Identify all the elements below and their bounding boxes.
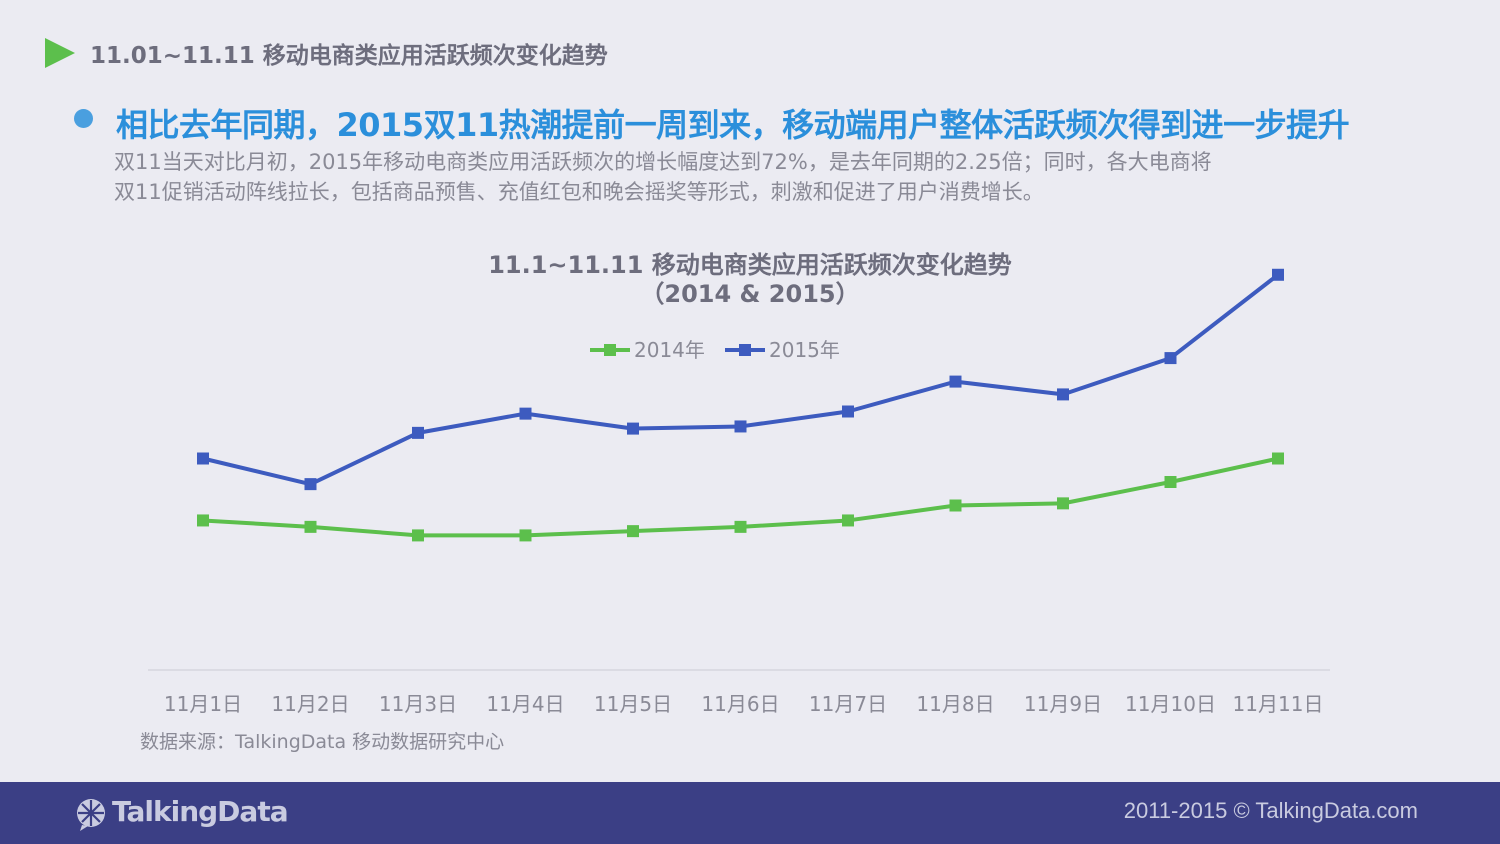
data-point: [304, 520, 317, 533]
footer: TalkingData 2011-2015 © TalkingData.com: [0, 782, 1500, 844]
data-point: [1164, 352, 1177, 365]
headline: 相比去年同期，2015双11热潮提前一周到来，移动端用户整体活跃频次得到进一步提…: [116, 106, 1350, 144]
chart-legend: 2014年 2015年: [590, 338, 840, 362]
description-line-2: 双11促销活动阵线拉长，包括商品预售、充值红包和晚会摇奖等形式，刺激和促进了用户…: [114, 180, 1044, 204]
legend-marker: [604, 344, 616, 356]
bullet-icon: [74, 109, 93, 128]
legend-label: 2015年: [769, 338, 840, 362]
data-point: [412, 426, 424, 439]
description: 双11当天对比月初，2015年移动电商类应用活跃频次的增长幅度达到72%，是去年…: [114, 147, 1414, 207]
x-axis-ticks: 11月1日 11月2日 11月3日 11月4日 11月5日 11月6日 11月7日 11月8日…: [164, 692, 1324, 716]
x-tick-label: 11月4日: [486, 692, 564, 716]
header-arrow-icon: [45, 38, 75, 68]
data-point: [734, 420, 747, 433]
x-tick-label: 11月7日: [809, 692, 887, 716]
x-tick-label: 11月10日: [1125, 692, 1216, 716]
description-line-1: 双11当天对比月初，2015年移动电商类应用活跃频次的增长幅度达到72%，是去年…: [114, 150, 1212, 174]
x-tick-label: 11月1日: [164, 692, 242, 716]
x-tick-label: 11月11日: [1233, 692, 1324, 716]
data-point: [197, 514, 209, 527]
data-point: [1057, 388, 1069, 401]
data-point: [627, 525, 639, 538]
data-point: [197, 452, 209, 465]
data-point: [949, 499, 962, 512]
data-point: [519, 529, 532, 542]
data-point: [1272, 268, 1284, 281]
x-tick-label: 11月5日: [594, 692, 672, 716]
legend-label: 2014年: [634, 338, 705, 362]
x-tick-label: 11月9日: [1024, 692, 1102, 716]
data-point: [734, 520, 747, 533]
data-point: [842, 514, 854, 527]
x-tick-label: 11月8日: [916, 692, 994, 716]
data-point: [304, 478, 317, 491]
line-chart: 11.1~11.11 移动电商类应用活跃频次变化趋势 （2014 & 2015）…: [148, 251, 1330, 716]
data-point: [949, 375, 962, 388]
talkingdata-logo-icon: [77, 799, 105, 831]
x-tick-label: 11月2日: [271, 692, 349, 716]
footer-logo-text: TalkingData: [112, 795, 289, 828]
data-point: [519, 407, 532, 420]
x-tick-label: 11月6日: [701, 692, 779, 716]
data-point: [627, 422, 639, 435]
x-tick-label: 11月3日: [379, 692, 457, 716]
data-point: [1272, 452, 1284, 465]
page-title: 11.01~11.11 移动电商类应用活跃频次变化趋势: [90, 43, 608, 69]
chart-title: 11.1~11.11 移动电商类应用活跃频次变化趋势: [488, 251, 1012, 279]
legend-marker: [739, 344, 751, 356]
chart-subtitle: （2014 & 2015）: [640, 280, 859, 308]
data-source: 数据来源：TalkingData 移动数据研究中心: [140, 731, 505, 753]
data-point: [1057, 497, 1069, 510]
data-point: [842, 405, 854, 418]
footer-copyright: 2011-2015 © TalkingData.com: [1123, 798, 1418, 823]
data-point: [1164, 476, 1177, 488]
series-layer: [197, 268, 1284, 542]
data-point: [412, 529, 424, 542]
